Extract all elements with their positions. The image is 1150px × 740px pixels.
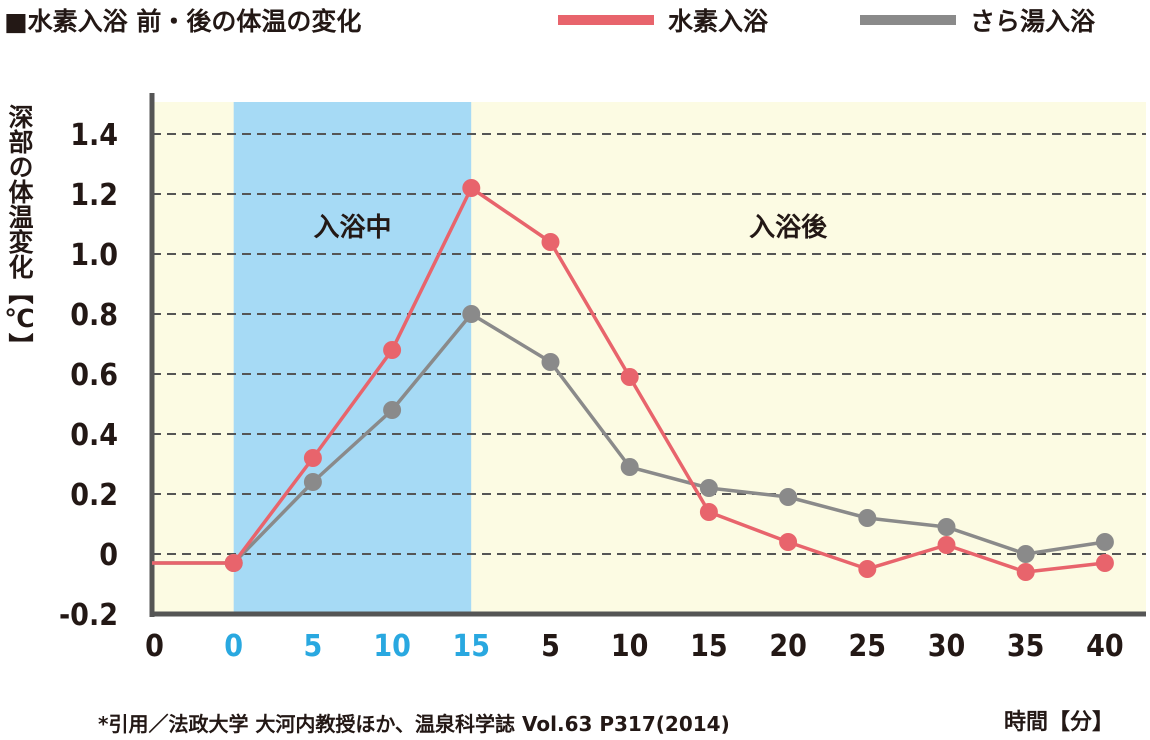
data-point-hydrogen — [699, 503, 718, 521]
x-tick-label: 5 — [304, 629, 323, 664]
legend-item-hydrogen: 水素入浴 — [558, 2, 768, 38]
data-point-hydrogen — [224, 554, 243, 572]
data-point-plain — [462, 305, 481, 323]
data-point-plain — [541, 353, 560, 371]
x-tick-label: 0 — [224, 629, 243, 664]
data-point-plain — [303, 473, 322, 491]
y-tick-label: 1.0 — [70, 238, 118, 273]
x-tick-label: 0 — [145, 629, 164, 664]
phase-label-2: 入浴後 — [749, 212, 828, 243]
y-tick-label: 0.8 — [70, 298, 118, 333]
y-tick-label: 1.4 — [70, 118, 118, 153]
x-tick-label: 15 — [453, 629, 491, 664]
legend-label-hydrogen: 水素入浴 — [668, 7, 769, 36]
y-tick-label: 0.2 — [70, 478, 118, 513]
y-tick-label: 0.6 — [70, 358, 118, 393]
phase-band-2 — [471, 102, 1105, 614]
data-point-plain — [383, 401, 402, 419]
phase-band-1 — [233, 102, 472, 614]
chart-title: ■水素入浴 前・後の体温の変化 — [4, 7, 362, 36]
data-point-plain — [937, 518, 956, 536]
legend-label-plain: さら湯入浴 — [970, 7, 1096, 36]
x-tick-label: 25 — [849, 629, 887, 664]
x-tick-label: 15 — [690, 629, 728, 664]
y-tick-label: 0 — [99, 538, 118, 573]
data-point-hydrogen — [383, 341, 402, 359]
data-point-hydrogen — [541, 233, 560, 251]
legend-swatch-hydrogen — [558, 15, 654, 25]
y-tick-label: 0.4 — [70, 418, 118, 453]
x-tick-label: 10 — [373, 629, 411, 664]
data-point-plain — [858, 509, 877, 527]
y-tick-label: -0.2 — [59, 598, 118, 633]
x-tick-label: 40 — [1086, 629, 1124, 664]
data-point-hydrogen — [303, 449, 322, 467]
data-point-hydrogen — [620, 368, 639, 386]
legend-item-plain: さら湯入浴 — [860, 2, 1095, 38]
data-point-plain — [1095, 533, 1114, 551]
source-note: *引用／法政大学 大河内教授ほか、温泉科学誌 Vol.63 P317(2014) — [98, 712, 730, 736]
x-tick-label: 20 — [769, 629, 807, 664]
data-point-plain — [1016, 545, 1035, 563]
data-point-plain — [620, 458, 639, 476]
data-point-hydrogen — [937, 536, 956, 554]
x-tick-label: 10 — [611, 629, 649, 664]
data-point-hydrogen — [462, 179, 481, 197]
y-tick-label: 1.2 — [70, 178, 118, 213]
data-point-hydrogen — [1095, 554, 1114, 572]
y-axis-label: 深部の体温変化【℃】 — [5, 104, 34, 358]
x-tick-label: 35 — [1007, 629, 1045, 664]
legend-swatch-plain — [860, 15, 956, 25]
data-point-hydrogen — [1016, 563, 1035, 581]
phase-label-1: 入浴中 — [313, 213, 391, 243]
data-point-plain — [699, 479, 718, 497]
phase-band-0 — [152, 102, 234, 614]
data-point-plain — [779, 488, 798, 506]
x-tick-label: 5 — [541, 629, 560, 664]
x-axis-unit: 時間【分】 — [1004, 710, 1115, 735]
x-tick-label: 30 — [928, 629, 966, 664]
data-point-hydrogen — [779, 533, 798, 551]
data-point-hydrogen — [858, 560, 877, 578]
